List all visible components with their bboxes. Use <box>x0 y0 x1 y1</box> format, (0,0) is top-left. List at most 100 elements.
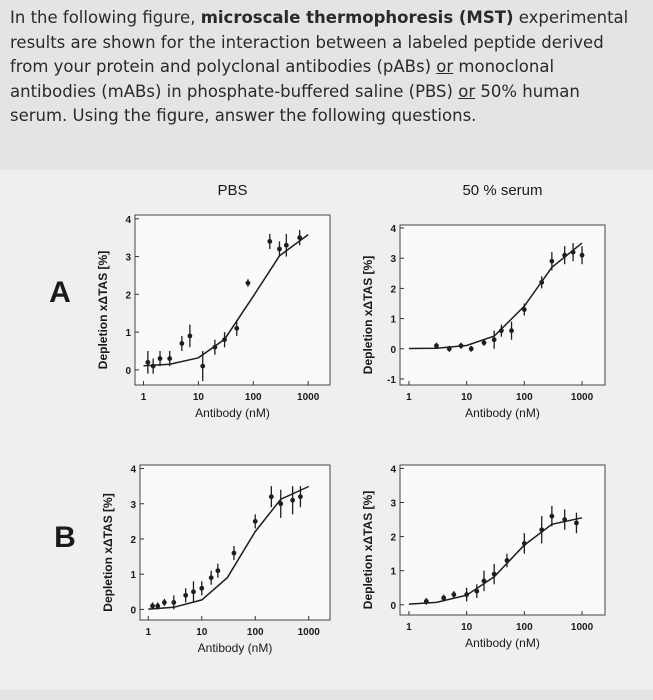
x-tick-label: 100 <box>516 622 533 633</box>
chart-title: PBS <box>217 182 247 199</box>
data-point <box>549 258 555 264</box>
data-point <box>171 599 177 605</box>
data-point <box>200 363 206 369</box>
plot-frame <box>139 464 331 621</box>
data-point <box>145 359 151 365</box>
x-tick-label: 1 <box>146 627 152 638</box>
question-text: or <box>458 81 476 101</box>
data-point <box>157 356 163 361</box>
x-axis-label: Antibody (nM) <box>195 406 270 420</box>
data-point <box>167 356 173 361</box>
y-tick-label: 3 <box>130 500 136 511</box>
fit-line <box>408 242 583 350</box>
question-text: or <box>436 57 454 76</box>
data-point <box>277 246 282 252</box>
fit-line <box>408 517 583 605</box>
data-point <box>215 568 221 574</box>
plot-frame <box>399 464 606 616</box>
row-label: A <box>49 276 71 309</box>
y-tick-label: 4 <box>390 224 396 235</box>
data-point <box>491 337 497 343</box>
x-tick-label: 1000 <box>298 627 321 638</box>
x-tick-label: 10 <box>461 622 473 633</box>
data-point <box>297 235 303 241</box>
x-axis-label: Antibody (nM) <box>465 406 540 420</box>
row-label: B <box>54 521 76 554</box>
y-tick-label: 4 <box>125 215 131 226</box>
x-tick-label: 10 <box>196 627 208 638</box>
data-point <box>234 325 240 331</box>
y-tick-label: 2 <box>125 290 131 301</box>
data-point <box>579 252 585 258</box>
data-point <box>290 497 296 503</box>
x-axis-label: Antibody (nM) <box>198 641 273 655</box>
question: In the following figure, microscale ther… <box>10 6 642 129</box>
data-point <box>549 513 555 519</box>
x-tick-label: 1 <box>406 392 412 403</box>
y-tick-label: 3 <box>125 253 131 264</box>
question-text: experimental results are shown for the i… <box>10 8 629 76</box>
data-point <box>252 518 258 524</box>
data-point <box>245 280 251 286</box>
x-tick-label: 100 <box>245 392 262 403</box>
y-tick-label: 2 <box>390 533 396 544</box>
data-point <box>199 585 205 591</box>
y-tick-label: -1 <box>387 375 396 386</box>
data-point <box>267 239 273 244</box>
data-point <box>183 592 189 598</box>
data-point <box>155 603 161 609</box>
data-point <box>187 333 193 339</box>
chart-title: 50 % serum <box>462 182 542 199</box>
x-tick-label: 100 <box>247 627 264 638</box>
y-tick-label: 1 <box>390 567 396 578</box>
y-axis-label: Depletion xΔTAS [%] <box>101 493 115 611</box>
data-point <box>231 550 237 556</box>
x-tick-label: 1000 <box>571 392 594 403</box>
y-tick-label: 0 <box>390 345 396 356</box>
question-text: In the following figure, <box>10 8 201 27</box>
y-tick-label: 4 <box>390 464 396 475</box>
data-point <box>451 592 457 597</box>
y-tick-label: 1 <box>390 315 396 326</box>
data-point <box>208 575 214 581</box>
question-text: 50% human serum. Using the figure, answe… <box>10 81 580 126</box>
y-tick-label: 4 <box>130 465 136 476</box>
y-tick-label: 0 <box>125 366 131 377</box>
data-point <box>191 589 196 595</box>
question-text: microscale thermophoresis (MST) <box>200 8 514 27</box>
question-text: monoclonal antibodies (mABs) in phosphat… <box>10 57 555 101</box>
y-tick-label: 2 <box>390 284 396 295</box>
data-point <box>179 341 185 346</box>
data-point <box>298 494 303 500</box>
fit-line <box>148 485 310 610</box>
y-tick-label: 1 <box>130 570 136 581</box>
y-tick-label: 3 <box>390 499 396 510</box>
y-axis-label: Depletion xΔTAS [%] <box>361 491 375 609</box>
data-point <box>268 494 274 500</box>
data-point <box>481 340 487 346</box>
data-point <box>161 599 167 605</box>
y-axis-label: Depletion xΔTAS [%] <box>96 251 110 369</box>
x-tick-label: 1 <box>406 622 412 633</box>
x-tick-label: 1000 <box>297 392 320 403</box>
x-tick-label: 10 <box>193 392 205 403</box>
data-point <box>283 242 289 248</box>
x-tick-label: 10 <box>461 392 473 403</box>
y-tick-label: 2 <box>130 535 136 546</box>
x-axis-label: Antibody (nM) <box>465 636 540 650</box>
data-point <box>468 346 474 352</box>
x-tick-label: 1000 <box>571 622 594 633</box>
data-point <box>434 343 439 349</box>
y-axis-label: Depletion xΔTAS [%] <box>361 256 375 374</box>
y-tick-label: 1 <box>125 328 131 339</box>
fit-line <box>143 233 309 367</box>
data-point <box>278 501 284 507</box>
data-point <box>509 328 514 334</box>
y-tick-label: 0 <box>130 605 136 616</box>
data-point <box>441 595 447 601</box>
y-tick-label: 0 <box>390 601 396 612</box>
x-tick-label: 1 <box>141 392 147 403</box>
y-tick-label: 3 <box>390 254 396 265</box>
